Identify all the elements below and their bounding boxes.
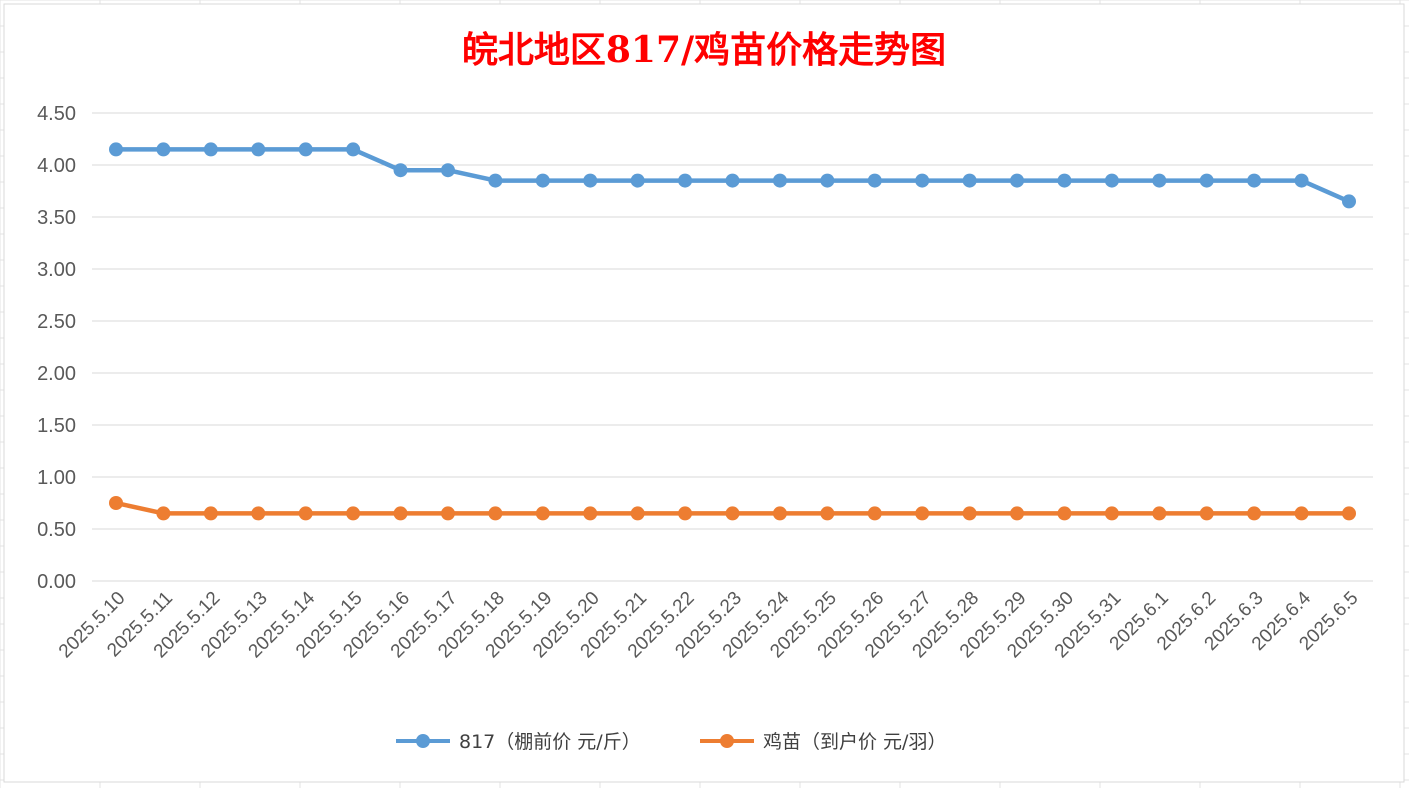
data-point[interactable] [1104,506,1119,521]
data-point[interactable] [109,142,123,157]
chart-title: 皖北地区817/鸡苗价格走势图 [462,29,946,71]
data-point[interactable] [630,506,645,521]
data-point[interactable] [678,173,693,188]
y-tick-label: 2.00 [37,363,76,385]
data-point[interactable] [1152,173,1167,188]
data-point[interactable] [535,506,550,521]
data-point[interactable] [346,506,361,521]
data-point[interactable] [583,173,598,188]
legend-label-chick: 鸡苗（到户价 元/羽） [763,731,946,753]
data-point[interactable] [535,173,550,188]
data-point[interactable] [1010,173,1025,188]
data-point[interactable] [1199,506,1214,521]
data-point[interactable] [488,506,503,521]
data-point[interactable] [1294,506,1309,521]
data-point[interactable] [772,173,787,188]
y-tick-label: 0.50 [37,519,76,541]
data-point[interactable] [962,506,977,521]
data-point[interactable] [156,142,171,157]
data-point[interactable] [772,506,787,521]
data-point[interactable] [678,506,693,521]
y-tick-label: 4.00 [37,155,76,177]
y-axis-ticks: 0.00 0.50 1.00 1.50 2.00 2.50 3.00 3.50 4.00 4.50 [37,103,76,593]
legend: 817（棚前价 元/斤） 鸡苗（到户价 元/羽） [396,731,946,753]
data-point[interactable] [1104,173,1119,188]
data-point[interactable] [251,142,266,157]
legend-item-817[interactable]: 817（棚前价 元/斤） [396,731,641,753]
data-point[interactable] [867,506,882,521]
legend-label-817: 817（棚前价 元/斤） [459,731,641,753]
data-point[interactable] [1010,506,1025,521]
data-point[interactable] [488,173,503,188]
y-tick-label: 0.00 [37,571,76,593]
series-0[interactable] [109,142,1356,209]
data-point[interactable] [820,506,835,521]
data-point[interactable] [583,506,598,521]
data-point[interactable] [1294,173,1309,188]
data-point[interactable] [393,506,408,521]
y-tick-label: 3.50 [37,207,76,229]
data-point[interactable] [1247,506,1262,521]
y-tick-label: 1.00 [37,467,76,489]
y-tick-label: 2.50 [37,311,76,333]
data-point[interactable] [440,163,455,178]
chart-area[interactable] [3,3,1405,783]
data-point[interactable] [630,173,645,188]
legend-marker-817 [416,734,430,748]
data-point[interactable] [440,506,455,521]
data-point[interactable] [393,163,408,178]
data-point[interactable] [109,496,123,510]
data-point[interactable] [1057,506,1072,521]
y-tick-label: 1.50 [37,415,76,437]
data-point[interactable] [203,506,218,521]
data-point[interactable] [915,173,930,188]
legend-item-chick[interactable]: 鸡苗（到户价 元/羽） [700,731,946,753]
plot-area [109,142,1356,521]
data-point[interactable] [156,506,171,521]
data-point[interactable] [820,173,835,188]
data-point[interactable] [251,506,266,521]
data-point[interactable] [962,173,977,188]
data-point[interactable] [1199,173,1214,188]
data-point[interactable] [725,506,740,521]
data-point[interactable] [1247,173,1262,188]
data-point[interactable] [867,173,882,188]
y-tick-label: 4.50 [37,103,76,125]
data-point[interactable] [1342,194,1356,209]
series-1[interactable] [109,496,1356,521]
data-point[interactable] [298,142,313,157]
data-point[interactable] [1152,506,1167,521]
y-tick-label: 3.00 [37,259,76,281]
data-point[interactable] [346,142,361,157]
data-point[interactable] [203,142,218,157]
data-point[interactable] [298,506,313,521]
data-point[interactable] [725,173,740,188]
data-point[interactable] [1342,506,1356,521]
y-gridlines [92,112,1373,582]
legend-marker-chick [720,734,734,748]
data-point[interactable] [915,506,930,521]
data-point[interactable] [1057,173,1072,188]
